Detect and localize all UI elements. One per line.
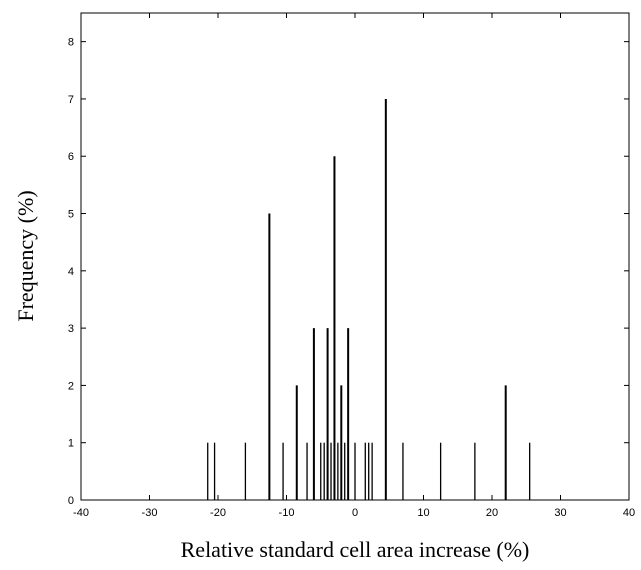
y-tick-label: 1 xyxy=(68,438,74,450)
plot-area-frame xyxy=(80,12,630,501)
x-ticks-group: -40 -30 -20 -10 0 10 20 30 40 xyxy=(73,13,635,519)
y-axis-title: Frequency (%) xyxy=(13,190,38,321)
y-ticks-group: 0 1 2 3 4 5 6 7 8 xyxy=(68,37,629,507)
x-tick-label: -40 xyxy=(73,507,89,519)
x-tick-label: -30 xyxy=(142,507,158,519)
x-tick-label: 30 xyxy=(554,507,566,519)
y-tick-label: 8 xyxy=(68,37,74,49)
x-tick-label: -10 xyxy=(279,507,295,519)
y-tick-label: 7 xyxy=(68,94,74,106)
y-tick-label: 0 xyxy=(68,495,74,507)
x-axis-title: Relative standard cell area increase (%) xyxy=(181,537,530,562)
y-tick-label: 5 xyxy=(68,209,74,221)
y-tick-label: 2 xyxy=(68,380,74,392)
y-tick-label: 6 xyxy=(68,151,74,163)
x-tick-label: 20 xyxy=(486,507,498,519)
y-tick-label: 4 xyxy=(68,266,74,278)
x-tick-label: 10 xyxy=(417,507,429,519)
x-tick-label: -20 xyxy=(210,507,226,519)
bars-group xyxy=(207,98,531,500)
y-tick-label: 3 xyxy=(68,323,74,335)
x-tick-label: 0 xyxy=(352,507,358,519)
x-tick-label: 40 xyxy=(623,507,635,519)
